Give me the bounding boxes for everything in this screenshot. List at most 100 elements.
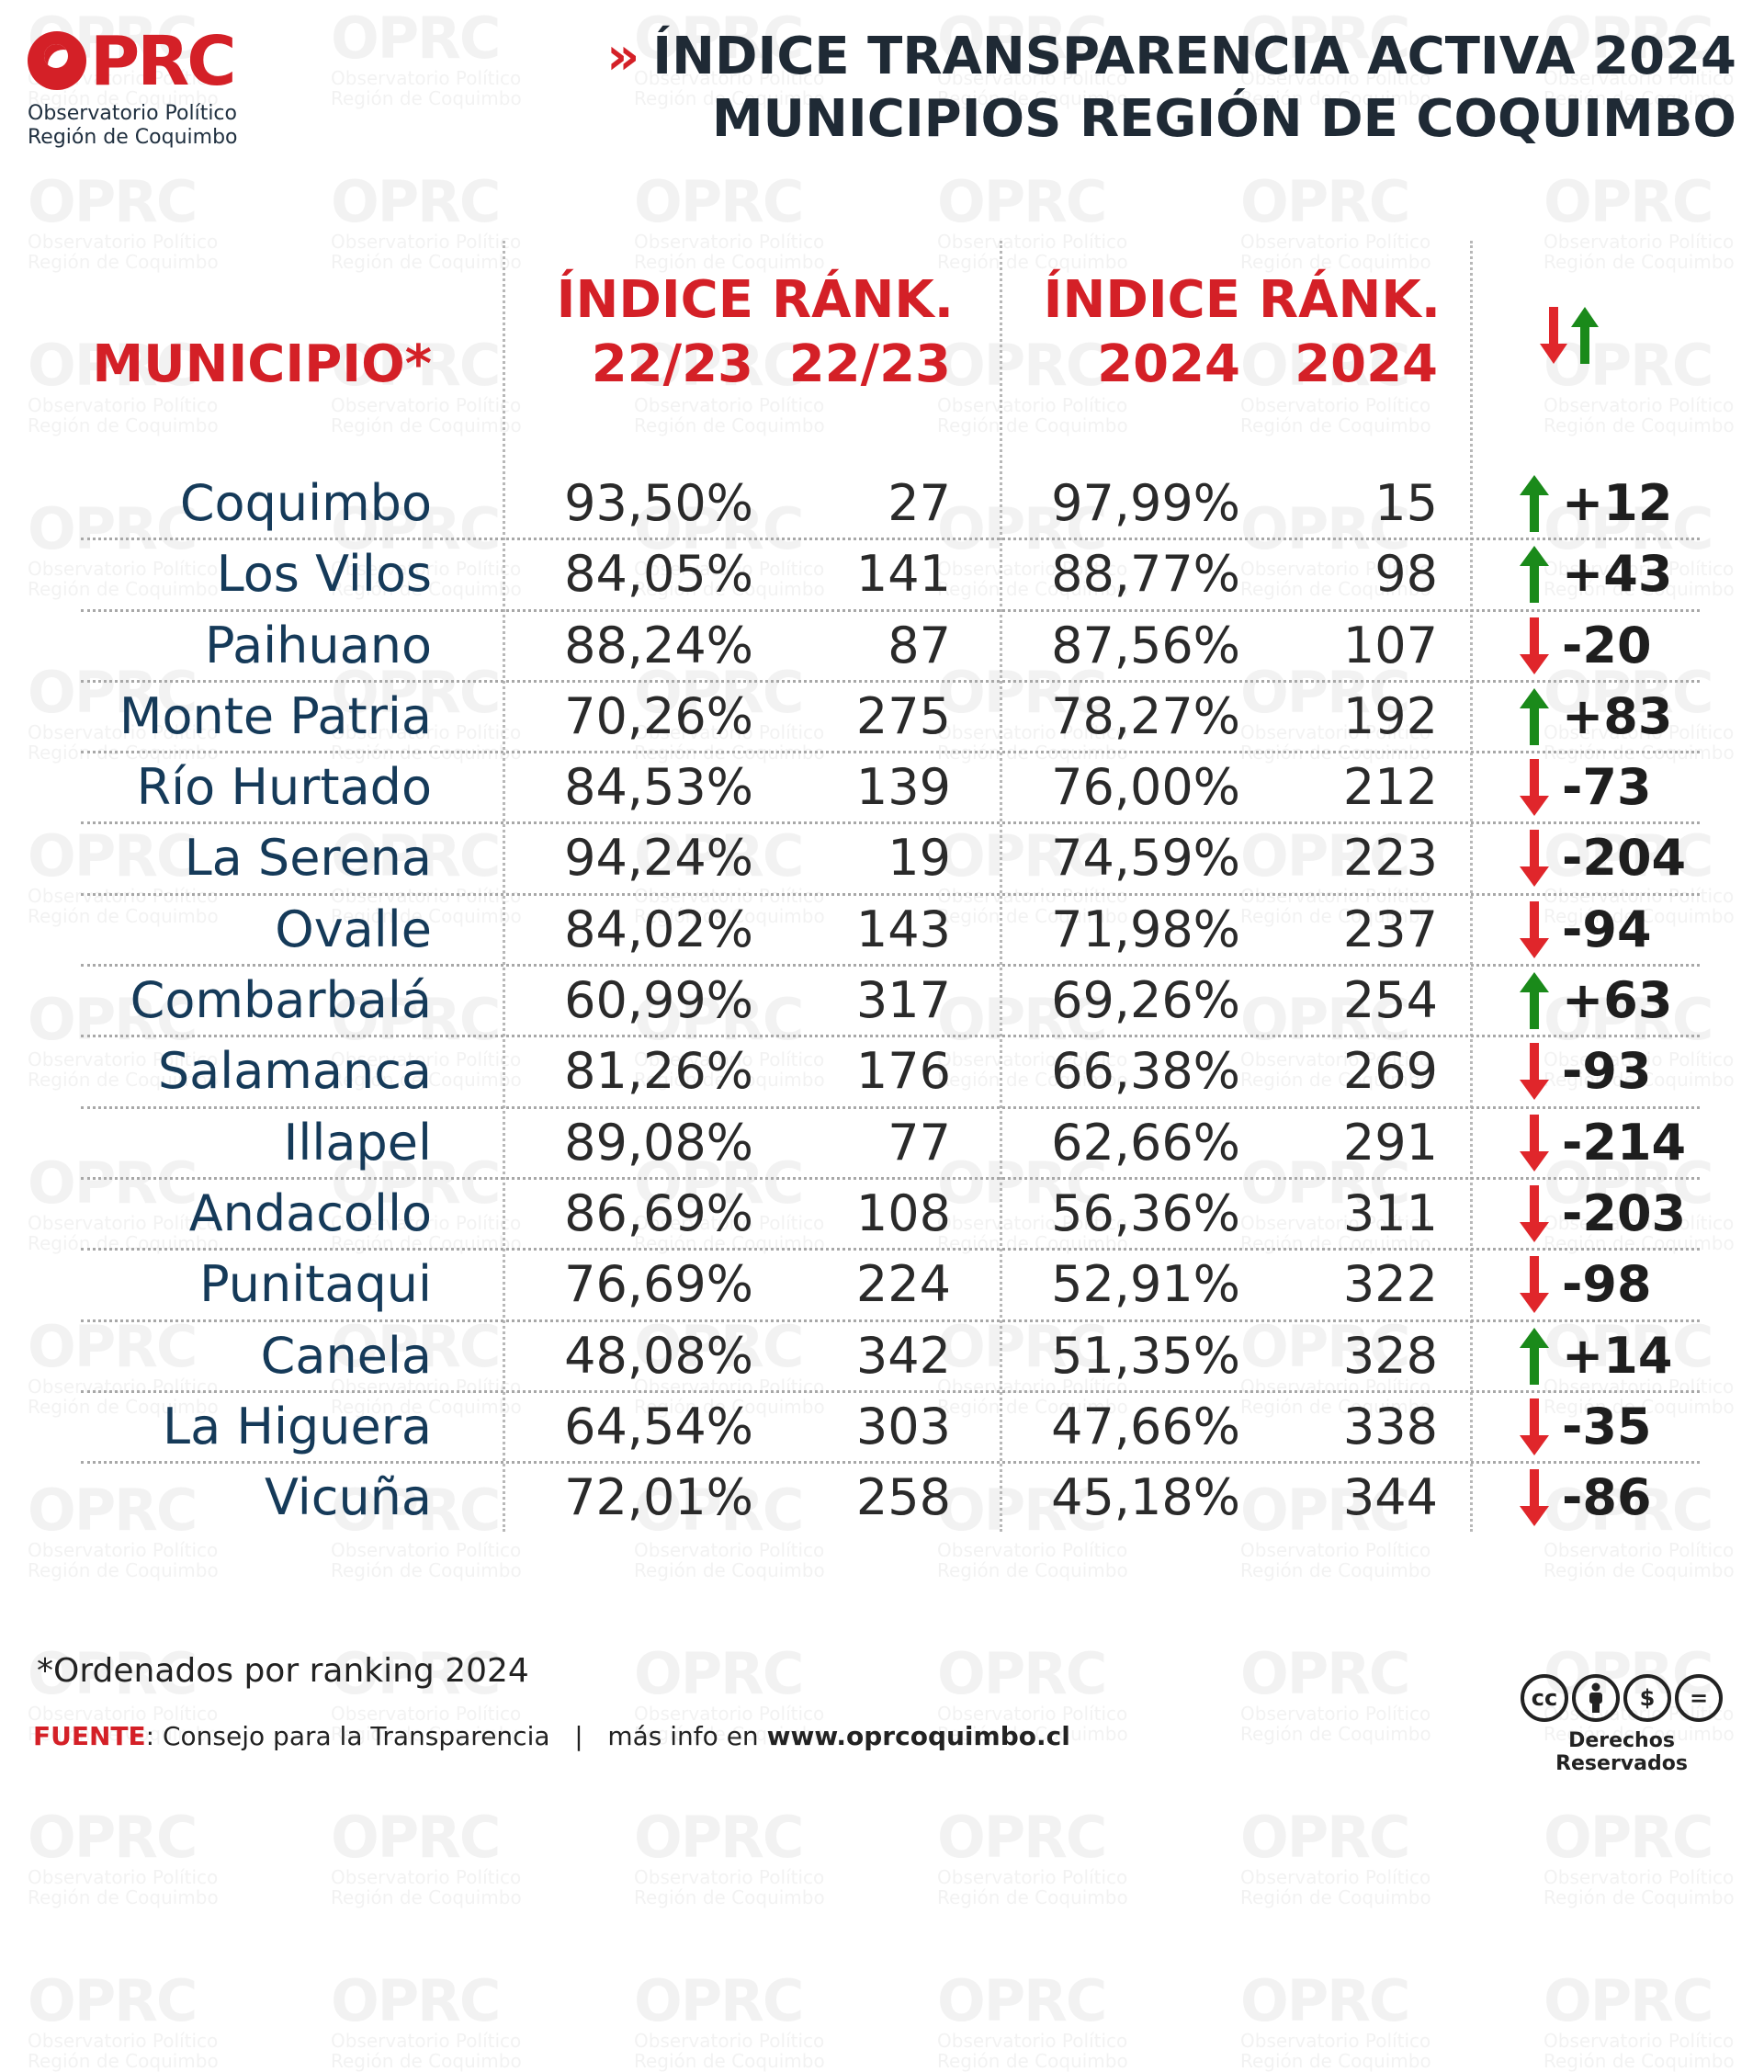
- watermark-subtitle: Región de Coquimbo: [1240, 1886, 1431, 1908]
- municipio-name: Los Vilos: [216, 545, 432, 604]
- table-row: Los Vilos 84,05% 141 88,77% 98 +43: [0, 540, 1764, 612]
- watermark-subtitle: Observatorio Político: [937, 1539, 1128, 1561]
- column-divider: [503, 241, 505, 1532]
- indice-2024: 51,35%: [1051, 1326, 1240, 1385]
- watermark-subtitle: Región de Coquimbo: [937, 2050, 1128, 2072]
- header-indice-2223-line2: 22/23: [591, 334, 753, 394]
- watermark-logo: OPRC Observatorio Político Región de Coqui…: [937, 1972, 1158, 2072]
- rank-2024: 338: [1342, 1397, 1438, 1455]
- rank-change: +83: [1562, 686, 1673, 745]
- table-row: Andacollo 86,69% 108 56,36% 311 -203: [0, 1180, 1764, 1251]
- up-down-arrows-icon: [1540, 307, 1599, 364]
- watermark-subtitle: Observatorio Político: [28, 1866, 219, 1888]
- watermark-subtitle: Región de Coquimbo: [331, 2050, 522, 2072]
- watermark-subtitle: Región de Coquimbo: [1544, 2050, 1735, 2072]
- watermark-subtitle: Observatorio Político: [1544, 1866, 1735, 1888]
- municipio-name: Illapel: [283, 1113, 432, 1172]
- watermark-subtitle: Observatorio Político: [331, 67, 522, 89]
- header-indice-2024-line2: 2024: [1097, 334, 1240, 394]
- municipio-name: Combarbalá: [130, 971, 432, 1030]
- watermark-logo-text: OPRC: [28, 168, 198, 235]
- rank-2024: 15: [1374, 474, 1438, 532]
- municipio-name: Vicuña: [265, 1468, 432, 1527]
- watermark-subtitle: Observatorio Político: [634, 1539, 825, 1561]
- header-rank-2024-line2: 2024: [1295, 334, 1438, 394]
- indice-2223: 88,24%: [564, 616, 753, 674]
- header-indice-2223-line1: ÍNDICE: [556, 270, 753, 330]
- municipio-name: Ovalle: [275, 900, 432, 958]
- watermark-subtitle: Observatorio Político: [331, 1539, 522, 1561]
- watermark-subtitle: Observatorio Político: [331, 231, 522, 253]
- indice-2223: 81,26%: [564, 1042, 753, 1101]
- indice-2223: 93,50%: [564, 474, 753, 532]
- rank-change: -98: [1562, 1255, 1652, 1314]
- watermark-logo-text: OPRC: [1544, 1967, 1713, 2034]
- indice-2223: 60,99%: [564, 971, 753, 1030]
- rank-2024: 223: [1342, 829, 1438, 888]
- municipio-name: Coquimbo: [179, 474, 432, 532]
- watermark-logo: OPRC Observatorio Político Región de Coqui…: [1240, 1645, 1461, 1745]
- watermark-logo: OPRC Observatorio Político Región de Coqui…: [28, 168, 248, 273]
- municipio-name: Paihuano: [204, 616, 432, 674]
- table-row: Illapel 89,08% 77 62,66% 291 -214: [0, 1109, 1764, 1180]
- rank-2223: 19: [888, 829, 951, 888]
- indice-2223: 84,05%: [564, 545, 753, 604]
- watermark-logo: OPRC Observatorio Político Región de Coqui…: [331, 1808, 551, 1908]
- website-link[interactable]: www.oprcoquimbo.cl: [766, 1721, 1070, 1751]
- table-row: Río Hurtado 84,53% 139 76,00% 212 -73: [0, 753, 1764, 825]
- row-separator: [81, 1105, 1700, 1109]
- arrow-down-icon: [1520, 759, 1549, 817]
- watermark-subtitle: Observatorio Político: [1240, 1866, 1431, 1888]
- arrow-down-icon: [1520, 1114, 1549, 1172]
- indice-2223: 89,08%: [564, 1113, 753, 1172]
- watermark-logo: OPRC Observatorio Político Región de Coqui…: [1240, 1808, 1461, 1908]
- indice-2024: 45,18%: [1051, 1468, 1240, 1527]
- indice-2024: 69,26%: [1051, 971, 1240, 1030]
- header-municipio: MUNICIPIO*: [92, 334, 432, 394]
- rank-2223: 87: [888, 616, 951, 674]
- rank-2024: 107: [1342, 616, 1438, 674]
- watermark-subtitle: Observatorio Político: [28, 394, 219, 416]
- arrow-up-icon: [1520, 475, 1549, 532]
- rank-2223: 139: [855, 758, 951, 817]
- table-row: Coquimbo 93,50% 27 97,99% 15 +12: [0, 470, 1764, 541]
- watermark-subtitle: Observatorio Político: [937, 231, 1128, 253]
- watermark-subtitle: Observatorio Político: [937, 1866, 1128, 1888]
- table-row: Ovalle 84,02% 143 71,98% 237 -94: [0, 896, 1764, 968]
- row-separator: [81, 1461, 1700, 1465]
- municipio-name: La Serena: [184, 829, 432, 888]
- row-separator: [81, 892, 1700, 896]
- rank-2223: 77: [888, 1113, 951, 1172]
- watermark-logo-text: OPRC: [634, 1804, 804, 1871]
- creative-commons-badge: cc $ = Derechos Reservados: [1507, 1674, 1736, 1775]
- watermark-logo: OPRC Observatorio Político Región de Coqui…: [1544, 1808, 1764, 1908]
- watermark-subtitle: Región de Coquimbo: [28, 1559, 219, 1581]
- table-row: La Higuera 64,54% 303 47,66% 338 -35: [0, 1393, 1764, 1465]
- row-separator: [81, 751, 1700, 754]
- watermark-logo: OPRC Observatorio Político Región de Coqui…: [937, 173, 1158, 273]
- page-title: » ÍNDICE TRANSPARENCIA ACTIVA 2024 MUNICI…: [542, 26, 1736, 151]
- watermark-subtitle: Observatorio Político: [634, 231, 825, 253]
- watermark-logo: OPRC Observatorio Político Región de Coqui…: [331, 173, 551, 273]
- watermark-subtitle: Región de Coquimbo: [28, 2050, 219, 2072]
- rank-2024: 322: [1342, 1255, 1438, 1314]
- source-text: : Consejo para la Transparencia: [145, 1721, 550, 1751]
- header-rank-2223: RÁNK. 22/23: [772, 268, 954, 397]
- watermark-subtitle: Región de Coquimbo: [634, 1559, 825, 1581]
- rank-change: +63: [1562, 971, 1673, 1030]
- watermark-logo-text: OPRC: [634, 168, 804, 235]
- watermark-logo-text: OPRC: [937, 1804, 1107, 1871]
- watermark-logo-text: OPRC: [1544, 1804, 1713, 1871]
- watermark-subtitle: Región de Coquimbo: [1544, 1886, 1735, 1908]
- table-row: La Serena 94,24% 19 74,59% 223 -204: [0, 824, 1764, 896]
- indice-2024: 52,91%: [1051, 1255, 1240, 1314]
- watermark-subtitle: Región de Coquimbo: [1240, 414, 1431, 436]
- watermark-subtitle: Región de Coquimbo: [634, 2050, 825, 2072]
- municipio-name: Canela: [260, 1326, 432, 1385]
- rank-2223: 141: [855, 545, 951, 604]
- header-indice-2024-line1: ÍNDICE: [1043, 270, 1240, 330]
- municipio-name: Río Hurtado: [136, 758, 432, 817]
- arrow-down-icon: [1520, 1398, 1549, 1455]
- row-separator: [81, 1389, 1700, 1393]
- municipio-name: La Higuera: [163, 1397, 432, 1455]
